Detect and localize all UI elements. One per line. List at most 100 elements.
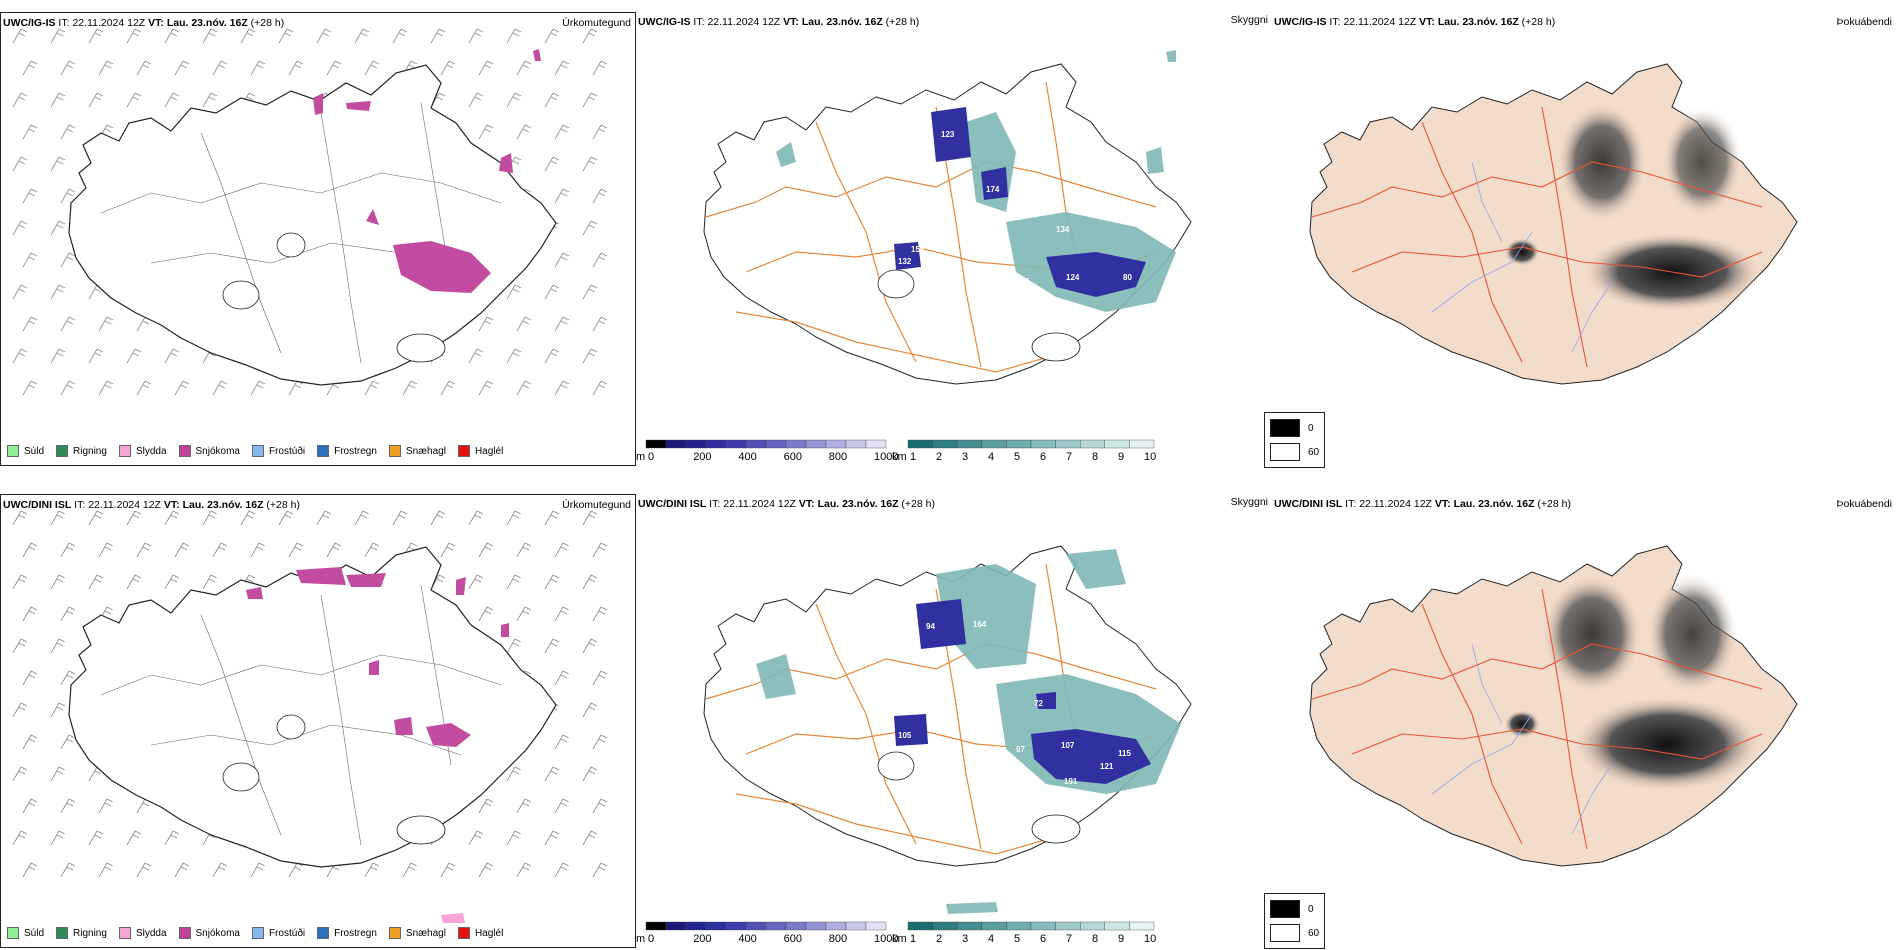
legend-label: Frostregn [334, 445, 377, 457]
legend-label: Snjókoma [195, 445, 240, 457]
wind-barb [60, 542, 76, 558]
legend-swatch [251, 445, 264, 457]
fog-panel-top: UWC/IG-IS IT: 22.11.2024 12Z VT: Lau. 23… [1272, 12, 1900, 466]
cloud-base-label: 72 [1034, 699, 1043, 708]
wind-barb [554, 798, 570, 814]
colorbar-cell [1080, 921, 1106, 931]
wind-barb [506, 348, 522, 364]
wind-barb [88, 28, 104, 44]
wind-barb [478, 60, 494, 76]
cloud-base-label: 124 [1066, 273, 1080, 282]
wind-barb [430, 510, 446, 526]
colorbar-tick: 600 [784, 933, 802, 945]
wind-barb [50, 28, 66, 44]
wind-barb [250, 542, 266, 558]
legend-swatch [457, 445, 470, 457]
cloud-base-label: 105 [898, 731, 912, 740]
wind-barb [164, 510, 180, 526]
legend-item: Súld [7, 927, 44, 939]
cloud-base-label: 174 [986, 185, 1000, 194]
wind-barb [98, 60, 114, 76]
colorbar-cell [1030, 439, 1056, 449]
wind-barb [392, 28, 408, 44]
wind-barb [582, 574, 598, 590]
wind-barb [516, 542, 532, 558]
colorbar-tick: 800 [829, 933, 847, 945]
precip-legend: Súld Rigning Slydda Snjókoma Frostúði Frostre… [7, 927, 503, 939]
cloud-base-colorbar: m 0 200 400 600 800 1000 [636, 439, 898, 463]
legend-label: Rigning [73, 445, 107, 457]
wind-barb [240, 28, 256, 44]
cloud-base-colorbar: m 0 200 400 600 800 1000 [636, 921, 898, 945]
wind-barb [22, 188, 38, 204]
visibility-panel-top: 123 174 132 156 134 136 124 80 176 UWC/I… [636, 12, 1272, 466]
legend-item: Snjókoma [178, 927, 240, 939]
colorbar-unit: m [636, 451, 645, 463]
wind-barb [582, 348, 598, 364]
legend-swatch [7, 445, 19, 457]
wind-barb [478, 542, 494, 558]
cloud-base-label: 132 [898, 257, 912, 266]
wind-barb [402, 862, 418, 878]
wind-barb [544, 638, 560, 654]
precip-legend: Súld Rigning Slydda Snjókoma Frostúði Frostre… [7, 445, 503, 457]
wind-barb [544, 156, 560, 172]
wind-barb [544, 510, 560, 526]
wind-barb [392, 510, 408, 526]
product-title: Úrkomutegund [562, 17, 631, 29]
wind-barb [554, 542, 570, 558]
wind-barb [12, 348, 28, 364]
product-title: Skyggni [1230, 14, 1268, 26]
wind-barb [354, 510, 370, 526]
legend-item: Slydda [118, 927, 167, 939]
product-title: Úrkomutegund [562, 499, 631, 511]
wind-barb [478, 862, 494, 878]
wind-barb [592, 542, 608, 558]
wind-barb [440, 380, 456, 396]
wind-barb [288, 542, 304, 558]
wind-barb [516, 60, 532, 76]
wind-barb [50, 220, 66, 236]
legend-swatch [317, 927, 330, 939]
colorbar-cell [805, 921, 827, 931]
colorbar-tick: 2 [936, 451, 942, 463]
glaciers [877, 269, 1081, 362]
legend-label: Snjókoma [195, 927, 240, 939]
panel-header: UWC/DINI ISL IT: 22.11.2024 12Z VT: Lau.… [1274, 498, 1571, 510]
precip-type-panel-top: UWC/IG-IS IT: 22.11.2024 12Z VT: Lau. 23… [0, 12, 636, 466]
legend-label: Haglél [474, 445, 504, 457]
colorbar-tick: 8 [1092, 451, 1098, 463]
legend-swatch [7, 927, 19, 939]
wind-barb [60, 670, 76, 686]
wind-barb [50, 830, 66, 846]
iceland-land [1309, 63, 1798, 385]
wind-barb [126, 28, 142, 44]
low-cloud-areas [894, 599, 1151, 784]
wind-barb [60, 124, 76, 140]
iceland-coastline [68, 546, 557, 868]
visibility-map-bottom: 94 164 105 97 107 191 121 115 72 [703, 545, 1192, 914]
colorbar-cell [645, 921, 667, 931]
legend-swatch [118, 927, 131, 939]
wind-barb [60, 316, 76, 332]
wind-barb [506, 284, 522, 300]
wind-barb [544, 348, 560, 364]
wind-barb [88, 574, 104, 590]
colorbar-cell [932, 921, 958, 931]
wind-barb [288, 862, 304, 878]
wind-barb [468, 510, 484, 526]
panel-header: UWC/DINI ISL IT: 22.11.2024 12Z VT: Lau.… [3, 499, 300, 511]
colorbar-cell [1006, 921, 1032, 931]
wind-barb [50, 284, 66, 300]
legend-item: Haglél [457, 927, 503, 939]
wind-barb [98, 798, 114, 814]
colorbar-tick: 4 [988, 933, 994, 945]
colorbar-cell [957, 921, 983, 931]
colorbar-tick: 1000 [874, 451, 898, 463]
wind-barb [60, 798, 76, 814]
colorbar-cell [1006, 439, 1032, 449]
product-title: Skyggni [1230, 496, 1268, 508]
colorbar-cell [765, 921, 787, 931]
cloud-base-label: 156 [911, 245, 925, 254]
wind-barb [402, 380, 418, 396]
